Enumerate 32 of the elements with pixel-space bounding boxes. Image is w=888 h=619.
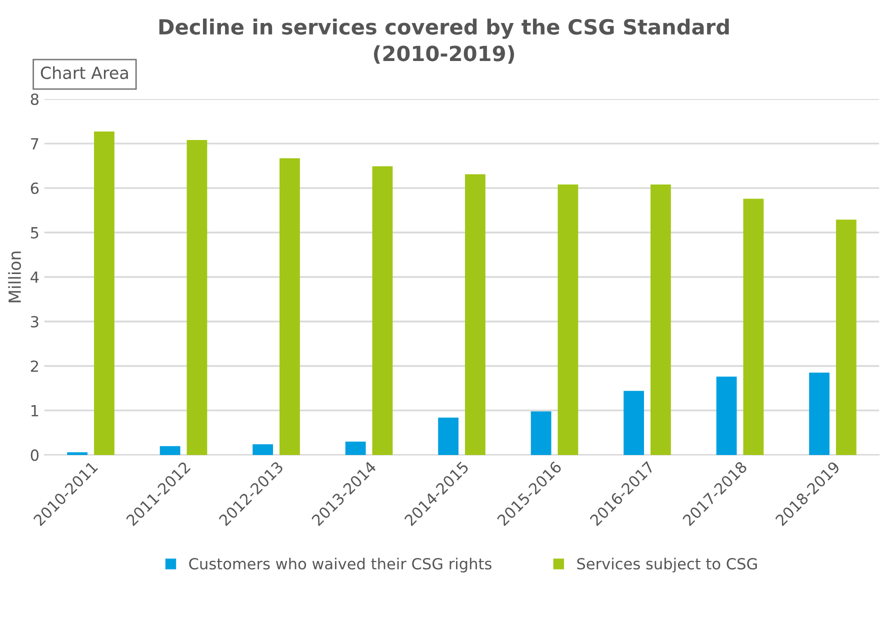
- bar: [836, 220, 856, 455]
- bar: [530, 411, 552, 455]
- y-tick-label: 8: [30, 94, 38, 106]
- y-tick-label: 6: [30, 182, 39, 194]
- legend-label: Customers who waived their CSG rights: [189, 558, 492, 572]
- bar: [94, 132, 114, 455]
- bar: [624, 390, 644, 455]
- y-tick-label: 1: [31, 405, 38, 416]
- y-tick-label: 3: [30, 316, 38, 328]
- bar: [743, 198, 764, 455]
- legend-label: Services subject to CSG: [577, 558, 757, 572]
- y-tick-label: 4: [30, 272, 39, 283]
- bar: [160, 446, 180, 455]
- y-tick-label: 0: [30, 449, 39, 461]
- y-tick-label: 5: [31, 227, 38, 239]
- bar: [372, 166, 393, 455]
- y-tick-label: 7: [31, 138, 38, 150]
- y-tick-label: 2: [30, 360, 38, 372]
- bar: [280, 158, 300, 455]
- text: Chart Area: [40, 66, 128, 80]
- y-axis-title: Million: [8, 252, 22, 302]
- bar: [650, 184, 671, 455]
- bar: [67, 452, 88, 455]
- bar: [558, 184, 578, 455]
- bar: [716, 376, 737, 455]
- chart-title: Decline in services covered by the CSG Standard (2010-2019): [159, 18, 729, 64]
- bar: [809, 372, 830, 455]
- bar: [345, 442, 366, 455]
- bar: [252, 444, 274, 455]
- bar: [438, 418, 459, 455]
- bar: [186, 140, 208, 455]
- bar: [465, 174, 486, 455]
